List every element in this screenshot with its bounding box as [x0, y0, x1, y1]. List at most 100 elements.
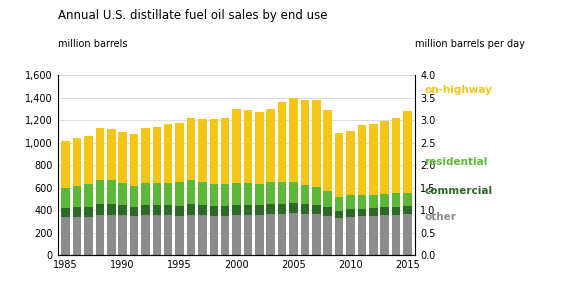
- Bar: [73, 207, 81, 217]
- Bar: [392, 118, 400, 193]
- Bar: [175, 216, 184, 255]
- Bar: [369, 208, 377, 216]
- Bar: [324, 110, 332, 191]
- Bar: [187, 180, 195, 204]
- Bar: [187, 215, 195, 255]
- Bar: [289, 182, 298, 203]
- Text: residential: residential: [424, 157, 488, 167]
- Bar: [233, 215, 241, 255]
- Bar: [403, 111, 412, 193]
- Bar: [96, 204, 104, 215]
- Text: other: other: [424, 213, 456, 222]
- Text: million barrels per day: million barrels per day: [415, 39, 525, 49]
- Bar: [267, 182, 275, 204]
- Bar: [130, 207, 138, 216]
- Bar: [369, 195, 377, 208]
- Text: on-highway: on-highway: [424, 85, 492, 95]
- Bar: [187, 204, 195, 215]
- Bar: [96, 215, 104, 255]
- Bar: [209, 184, 218, 206]
- Bar: [152, 126, 161, 183]
- Bar: [198, 182, 207, 205]
- Bar: [403, 214, 412, 255]
- Bar: [278, 214, 286, 255]
- Bar: [84, 136, 93, 184]
- Bar: [289, 203, 298, 213]
- Bar: [221, 206, 230, 216]
- Bar: [255, 215, 264, 255]
- Bar: [380, 207, 389, 215]
- Bar: [198, 215, 207, 255]
- Bar: [221, 216, 230, 255]
- Bar: [301, 100, 309, 185]
- Bar: [209, 119, 218, 184]
- Bar: [198, 119, 207, 182]
- Bar: [209, 216, 218, 255]
- Text: million barrels: million barrels: [58, 39, 127, 49]
- Bar: [267, 204, 275, 214]
- Bar: [243, 183, 252, 205]
- Bar: [380, 121, 389, 194]
- Bar: [118, 132, 127, 183]
- Bar: [335, 197, 343, 211]
- Bar: [403, 193, 412, 206]
- Bar: [243, 215, 252, 255]
- Bar: [164, 205, 173, 215]
- Bar: [84, 184, 93, 207]
- Bar: [96, 180, 104, 204]
- Bar: [187, 117, 195, 180]
- Bar: [118, 183, 127, 205]
- Bar: [61, 208, 70, 217]
- Bar: [233, 183, 241, 205]
- Bar: [312, 205, 321, 214]
- Bar: [267, 214, 275, 255]
- Bar: [107, 215, 115, 255]
- Bar: [96, 128, 104, 180]
- Bar: [301, 204, 309, 214]
- Bar: [324, 207, 332, 216]
- Bar: [267, 109, 275, 182]
- Bar: [403, 206, 412, 214]
- Bar: [301, 214, 309, 255]
- Bar: [335, 218, 343, 255]
- Bar: [255, 112, 264, 184]
- Bar: [289, 213, 298, 255]
- Bar: [107, 129, 115, 180]
- Bar: [141, 183, 149, 205]
- Bar: [61, 217, 70, 255]
- Bar: [152, 205, 161, 215]
- Bar: [233, 205, 241, 215]
- Bar: [392, 215, 400, 255]
- Bar: [73, 217, 81, 255]
- Bar: [164, 124, 173, 183]
- Bar: [358, 209, 366, 216]
- Bar: [130, 216, 138, 255]
- Bar: [312, 99, 321, 187]
- Bar: [175, 123, 184, 182]
- Bar: [380, 194, 389, 207]
- Bar: [255, 205, 264, 215]
- Bar: [255, 184, 264, 205]
- Bar: [209, 206, 218, 216]
- Bar: [73, 138, 81, 186]
- Bar: [118, 215, 127, 255]
- Text: commercial: commercial: [424, 186, 492, 196]
- Bar: [324, 191, 332, 207]
- Bar: [324, 216, 332, 255]
- Bar: [152, 215, 161, 255]
- Bar: [61, 141, 70, 188]
- Bar: [175, 206, 184, 216]
- Bar: [141, 215, 149, 255]
- Bar: [221, 184, 230, 206]
- Bar: [84, 217, 93, 255]
- Bar: [278, 102, 286, 182]
- Bar: [141, 128, 149, 183]
- Bar: [312, 214, 321, 255]
- Bar: [107, 180, 115, 204]
- Bar: [73, 186, 81, 207]
- Bar: [358, 216, 366, 255]
- Bar: [358, 195, 366, 209]
- Bar: [358, 125, 366, 195]
- Bar: [369, 124, 377, 195]
- Bar: [346, 131, 355, 195]
